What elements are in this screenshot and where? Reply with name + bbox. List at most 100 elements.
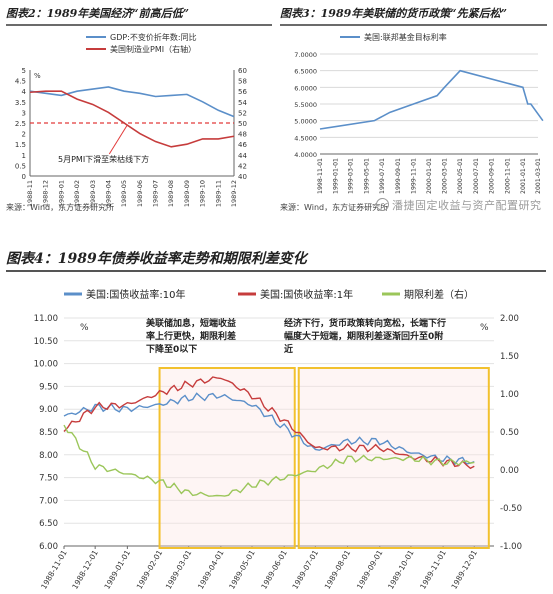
y-left-tick-label: 8.00 [39, 451, 58, 461]
x-tick-label: 1999-05-01 [363, 158, 370, 194]
x-tick-label: 1989-02-01 [135, 548, 165, 590]
y-right-tick-label: 52 [238, 109, 247, 117]
x-tick-label: 1989-07 [152, 180, 160, 207]
x-tick-label: 1999-01-01 [333, 158, 340, 194]
y-left-tick-label: 3 [22, 109, 26, 117]
series-line-0 [63, 392, 475, 466]
x-tick-label: 1999-11-01 [411, 158, 418, 194]
y-right-tick-label: 50 [238, 120, 247, 128]
y-tick-label: 6.0000 [294, 84, 317, 92]
figure-4-title: 图表4：1989年债券收益率走势和期限利差变化 [6, 248, 546, 272]
legend-label-0: GDP:不变价折年数:同比 [110, 32, 197, 42]
figure-2-chart: 0 0.5 1 1.5 2 2.5 3 3.5 4 4.5 5 40 42 44 46 48 50 52 54 56 5… [15, 32, 248, 207]
x-tick-label: 1989-03 [89, 180, 97, 207]
x-tick-label: 1989-06-01 [259, 548, 289, 590]
x-tick-label: 1989-06 [136, 180, 144, 207]
y-left-tick-label: 4 [22, 88, 27, 96]
y-right-tick-label: 2.00 [500, 314, 519, 324]
x-tick-label: 1989-10-01 [386, 548, 416, 590]
y-right-tick-label: 46 [238, 141, 247, 149]
x-tick-label: 1988-11-01 [39, 548, 69, 590]
y-left-unit-label: % [34, 72, 41, 80]
y-right-tick-label: 44 [238, 152, 247, 160]
y-left-tick-label: 2 [22, 131, 26, 139]
y-left-tick-label: 9.50 [39, 382, 58, 392]
y-right-tick-label: -0.50 [500, 504, 522, 514]
figure-2-source: 来源：Wind，东方证券研究所 [6, 203, 115, 212]
x-tick-label: 2000-11-01 [504, 158, 511, 194]
y-right-tick-label: 54 [238, 99, 247, 107]
x-tick-label: 1989-08-01 [323, 548, 353, 590]
y-left-tick-label: 5 [22, 67, 26, 75]
figure-2: 图表2：1989年美国经济“前高后低” 0 0.5 1 1.5 2 2.5 3 3.5 4 4.5… [6, 4, 272, 218]
y-right-tick-label: 60 [238, 67, 247, 75]
y-right-tick-label: 0.00 [500, 466, 519, 476]
y-tick-label: 5.0000 [294, 118, 317, 126]
highlight-box-0 [158, 367, 296, 549]
y-left-tick-label: 0.5 [15, 162, 26, 170]
watermark-text: 潘捷固定收益与资产配置研究 [392, 199, 542, 212]
x-tick-label: 1989-03-01 [164, 548, 194, 590]
y-right-tick-label: 48 [238, 131, 247, 139]
annotation-1-text: 美联储加息，短端收益 [146, 317, 236, 329]
x-tick-label: 1989-04 [104, 180, 112, 207]
x-tick-label: 1989-09 [183, 180, 191, 207]
y-left-tick-label: 10.00 [34, 360, 58, 370]
legend-label-1: 美国制造业PMI（右轴） [110, 44, 196, 54]
x-tick-label: 2000-09-01 [489, 158, 496, 194]
x-tick-label: 1988-12-01 [70, 548, 100, 590]
x-tick-label: 1999-09-01 [395, 158, 402, 194]
x-tick-label: 1989-07-01 [290, 548, 320, 590]
x-tick-label: 1989-04-01 [196, 548, 226, 590]
x-tick-label: 1989-01 [57, 180, 65, 207]
y-left-tick-label: 4.5 [15, 78, 26, 86]
x-tick-label: 1989-11-01 [418, 548, 448, 590]
y-tick-label: 7.0000 [294, 51, 317, 59]
x-tick-label: 2001-01-01 [520, 158, 527, 194]
y-right-tick-label: 56 [238, 88, 247, 96]
annotation-1-text: 下降至0以下 [146, 343, 197, 355]
y-right-tick-label: 42 [238, 162, 247, 170]
y-left-tick-label: 9.00 [39, 405, 58, 415]
x-tick-label: 1989-05-01 [227, 548, 257, 590]
y-tick-label: 4.5000 [294, 134, 317, 142]
x-tick-label: 2001-03-01 [535, 158, 542, 194]
series-line-0 [319, 69, 544, 130]
x-tick-label: 1989-01-01 [102, 548, 132, 590]
annotation-arrow [108, 124, 128, 155]
x-tick-label: 1989-12-01 [449, 548, 479, 590]
annotation-text: 5月PMI下滑至荣枯线下方 [58, 154, 149, 164]
x-tick-label: 1988-11 [26, 180, 34, 207]
y-right-tick-label: 1.00 [500, 390, 519, 400]
figure-2-title: 图表2：1989年美国经济“前高后低” [6, 4, 272, 26]
y-left-tick-label: 2.5 [15, 120, 26, 128]
y-tick-label: 5.5000 [294, 101, 317, 109]
x-tick-label: 2000-05-01 [457, 158, 464, 194]
y-right-tick-label: 40 [238, 173, 247, 181]
annotation-1-text: 率上行更快，期限利差 [146, 330, 236, 342]
annotation-2-text: 近 [284, 343, 293, 355]
figure-3-title-body: 1989年美联储的货币政策“先紧后松” [320, 7, 507, 20]
figure-3: 图表3：1989年美联储的货币政策“先紧后松” 4.0000 4.5000 5.00… [280, 4, 547, 218]
x-tick-label: 1989-05 [120, 180, 128, 207]
y-tick-label: 6.5000 [294, 68, 317, 76]
y-right-tick-label: 0.50 [500, 428, 519, 438]
series-line-1 [29, 90, 235, 148]
x-tick-label: 1989-08 [167, 180, 175, 207]
figure-3-title-prefix: 图表3： [280, 7, 321, 20]
x-tick-label: 1988-12 [42, 180, 50, 207]
x-tick-label: 1999-07-01 [379, 158, 386, 194]
y-left-tick-label: 11.00 [34, 314, 58, 324]
x-tick-label: 1999-03-01 [348, 158, 355, 194]
x-tick-label: 1989-02 [73, 180, 81, 207]
y-right-tick-label: 1.50 [500, 352, 519, 362]
y-right-tick-label: 58 [238, 78, 247, 86]
figure-3-chart: 4.0000 4.5000 5.0000 5.5000 6.0000 6.5000 7.00… [294, 32, 544, 194]
series-line-0 [29, 86, 235, 118]
figure-2-title-prefix: 图表2： [6, 7, 47, 20]
wechat-icon [376, 198, 389, 211]
y-left-tick-label: 7.50 [39, 474, 58, 484]
legend-label-2: 期限利差（右） [404, 288, 474, 301]
x-tick-label: 1998-11-01 [317, 158, 324, 194]
series-line-2 [63, 424, 475, 497]
